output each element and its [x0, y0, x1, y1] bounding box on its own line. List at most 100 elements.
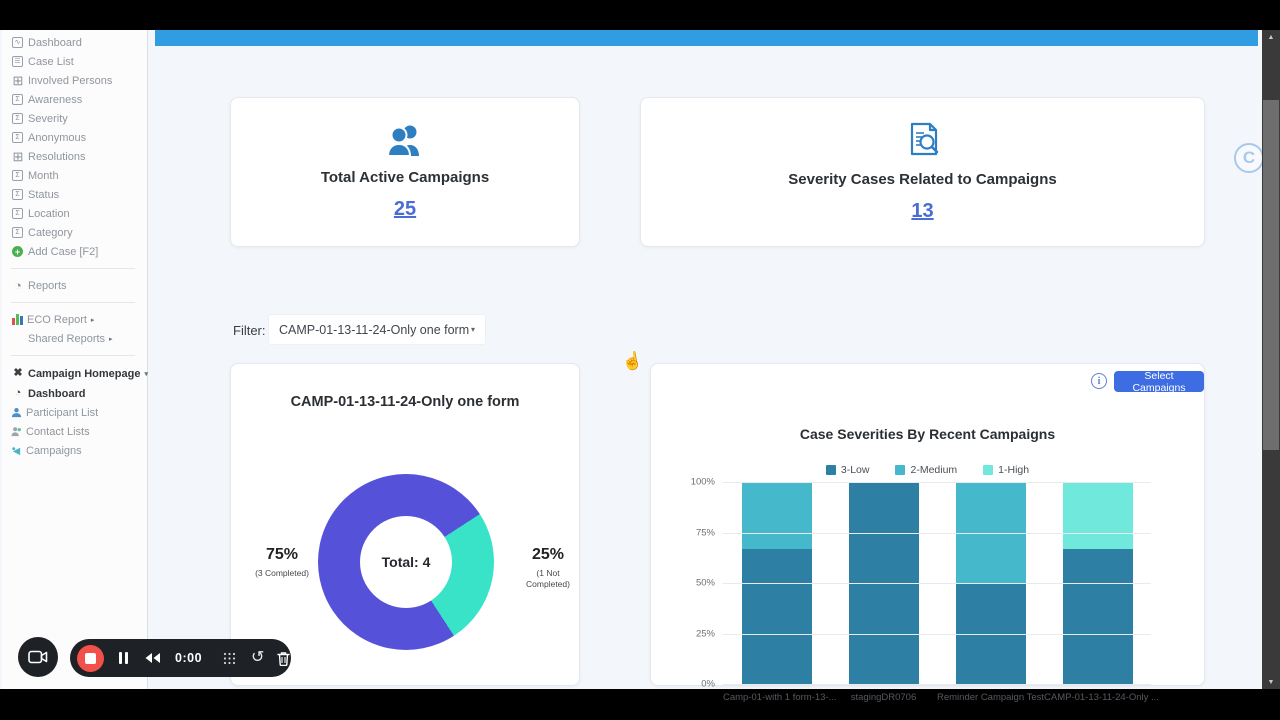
- y-axis-tick: 50%: [695, 577, 715, 589]
- sigma-icon: Σ: [12, 113, 23, 124]
- grid-line: [723, 633, 1151, 635]
- case-severities-card: i Select Campaigns Case Severities By Re…: [650, 363, 1205, 703]
- sidebar-item-label: Reports: [28, 279, 67, 292]
- sidebar-divider: [11, 268, 135, 269]
- info-icon[interactable]: i: [1091, 373, 1107, 389]
- total-active-campaigns-link[interactable]: 25: [393, 198, 417, 220]
- sigma-icon: Σ: [12, 94, 23, 105]
- severity-cases-link[interactable]: 13: [911, 200, 934, 222]
- sidebar-item-involved-persons[interactable]: ⊞ Involved Persons: [11, 71, 147, 90]
- y-axis-tick: 0%: [701, 678, 715, 690]
- y-axis-tick: 100%: [690, 476, 715, 488]
- donut-annotation-not-completed: 25% (1 Not Completed): [517, 546, 579, 591]
- sigma-icon: Σ: [12, 189, 23, 200]
- filter-dropdown[interactable]: CAMP-01-13-11-24-Only one form ▾: [268, 314, 486, 345]
- sidebar-item-participant-list[interactable]: Participant List: [11, 403, 147, 422]
- contacts-icon: [11, 427, 21, 437]
- sidebar-item-label: Add Case [F2]: [28, 245, 99, 258]
- person-icon: [11, 408, 22, 418]
- top-header-bar: [155, 30, 1258, 46]
- donut-chart: Total: 4: [318, 474, 494, 650]
- sidebar-item-dashboard[interactable]: ∿ Dashboard: [11, 33, 147, 52]
- plus-circle-icon: +: [12, 246, 23, 257]
- sidebar-item-location[interactable]: Σ Location: [11, 204, 147, 223]
- chevron-right-icon: ▸: [109, 335, 113, 343]
- brand-watermark-icon[interactable]: C: [1234, 143, 1264, 173]
- chart-legend: 3-Low 2-Medium 1-High: [651, 464, 1204, 476]
- drag-handle-dots-icon[interactable]: [223, 652, 236, 665]
- hand-cursor: ☝: [620, 350, 645, 373]
- select-campaigns-button[interactable]: Select Campaigns: [1114, 370, 1204, 394]
- stop-recording-button[interactable]: [77, 644, 104, 672]
- trash-icon[interactable]: [277, 651, 291, 666]
- sidebar-item-reports[interactable]: ◔ Reports: [11, 276, 147, 295]
- sigma-icon: Σ: [12, 208, 23, 219]
- table-grid-icon: ⊞: [12, 149, 24, 164]
- sidebar-item-label: Campaign Homepage: [28, 367, 141, 380]
- recording-toolbar: 0:00 ↺: [70, 639, 291, 677]
- campaign-icon: [12, 447, 21, 456]
- sidebar-item-label: Involved Persons: [28, 74, 113, 87]
- category-label: Reminder Campaign Test: [937, 692, 1045, 703]
- completed-percent: 75%: [265, 546, 299, 563]
- category-label: CAMP-01-13-11-24-Only ...: [1044, 692, 1159, 703]
- sidebar-item-add-case[interactable]: + Add Case [F2]: [11, 242, 147, 261]
- rewind-icon[interactable]: [144, 652, 161, 664]
- scroll-up-icon[interactable]: ▲: [1267, 33, 1275, 41]
- sidebar-item-label: Anonymous: [28, 131, 87, 144]
- sidebar-item-resolutions[interactable]: ⊞ Resolutions: [11, 147, 147, 166]
- sidebar-item-campaign-dashboard[interactable]: ◔ Dashboard: [11, 384, 147, 403]
- scroll-down-icon[interactable]: ▼: [1267, 678, 1275, 686]
- sidebar-item-awareness[interactable]: Σ Awareness: [11, 90, 147, 109]
- people-icon: [386, 125, 419, 157]
- campaign-completion-card: CAMP-01-13-11-24-Only one form Total: 4 …: [230, 363, 580, 686]
- sidebar-item-case-list[interactable]: ☰ Case List: [11, 52, 147, 71]
- video-camera-icon: [28, 650, 48, 664]
- category-label: Camp-01-with 1 form-13-...: [723, 692, 837, 703]
- shuffle-icon: ✖: [13, 367, 23, 379]
- bar-stack: [1062, 482, 1133, 684]
- sidebar-item-status[interactable]: Σ Status: [11, 185, 147, 204]
- table-grid-icon: ⊞: [12, 73, 24, 88]
- legend-swatch-low: [825, 465, 836, 475]
- sidebar-item-month[interactable]: Σ Month: [11, 166, 147, 185]
- camera-button[interactable]: [18, 637, 58, 677]
- sidebar-item-label: Dashboard: [28, 387, 86, 400]
- not-completed-sub: (1 Not Completed): [526, 568, 570, 590]
- scrollbar-thumb[interactable]: [1263, 100, 1279, 450]
- sidebar-item-label: Severity: [28, 112, 68, 125]
- grid-line: [723, 532, 1151, 534]
- sidebar-item-severity[interactable]: Σ Severity: [11, 109, 147, 128]
- donut-center-label: Total: 4: [360, 516, 452, 608]
- line-chart-icon: ∿: [12, 37, 23, 48]
- grid-line: [723, 482, 1151, 483]
- legend-item-low: 3-Low: [825, 464, 869, 476]
- restart-icon[interactable]: ↺: [251, 649, 265, 666]
- sidebar-item-anonymous[interactable]: Σ Anonymous: [11, 128, 147, 147]
- bar-stack: [741, 482, 812, 684]
- sidebar-item-shared-reports[interactable]: Shared Reports ▸: [11, 329, 147, 348]
- sidebar-item-label: Status: [28, 188, 60, 201]
- sidebar-item-label: Shared Reports: [28, 332, 106, 345]
- sidebar-item-contact-lists[interactable]: Contact Lists: [11, 422, 147, 441]
- legend-item-medium: 2-Medium: [895, 464, 957, 476]
- sidebar-divider: [11, 355, 135, 356]
- bar: [723, 482, 830, 684]
- filter-dropdown-value: CAMP-01-13-11-24-Only one form: [279, 322, 470, 337]
- sidebar-item-campaigns[interactable]: Campaigns: [11, 441, 147, 460]
- bars-container: [723, 482, 1151, 684]
- vertical-scrollbar[interactable]: ▲ ▼: [1262, 30, 1280, 689]
- y-axis-tick: 25%: [695, 628, 715, 639]
- bar-segment-3-low: [1062, 548, 1133, 684]
- document-list-icon: ☰: [12, 56, 23, 67]
- stop-icon: [85, 652, 96, 664]
- sidebar-item-category[interactable]: Σ Category: [11, 223, 147, 242]
- category-label: stagingDR0706: [850, 692, 917, 703]
- pause-button[interactable]: [119, 652, 128, 664]
- sidebar-item-campaign-homepage[interactable]: ✖ Campaign Homepage ▾: [11, 363, 148, 384]
- sidebar-item-eco-report[interactable]: ECO Report ▸: [11, 310, 147, 329]
- sidebar-item-label: Location: [28, 207, 70, 220]
- recording-time: 0:00: [175, 651, 203, 665]
- donut-annotation-completed: 75% (3 Completed): [241, 546, 323, 579]
